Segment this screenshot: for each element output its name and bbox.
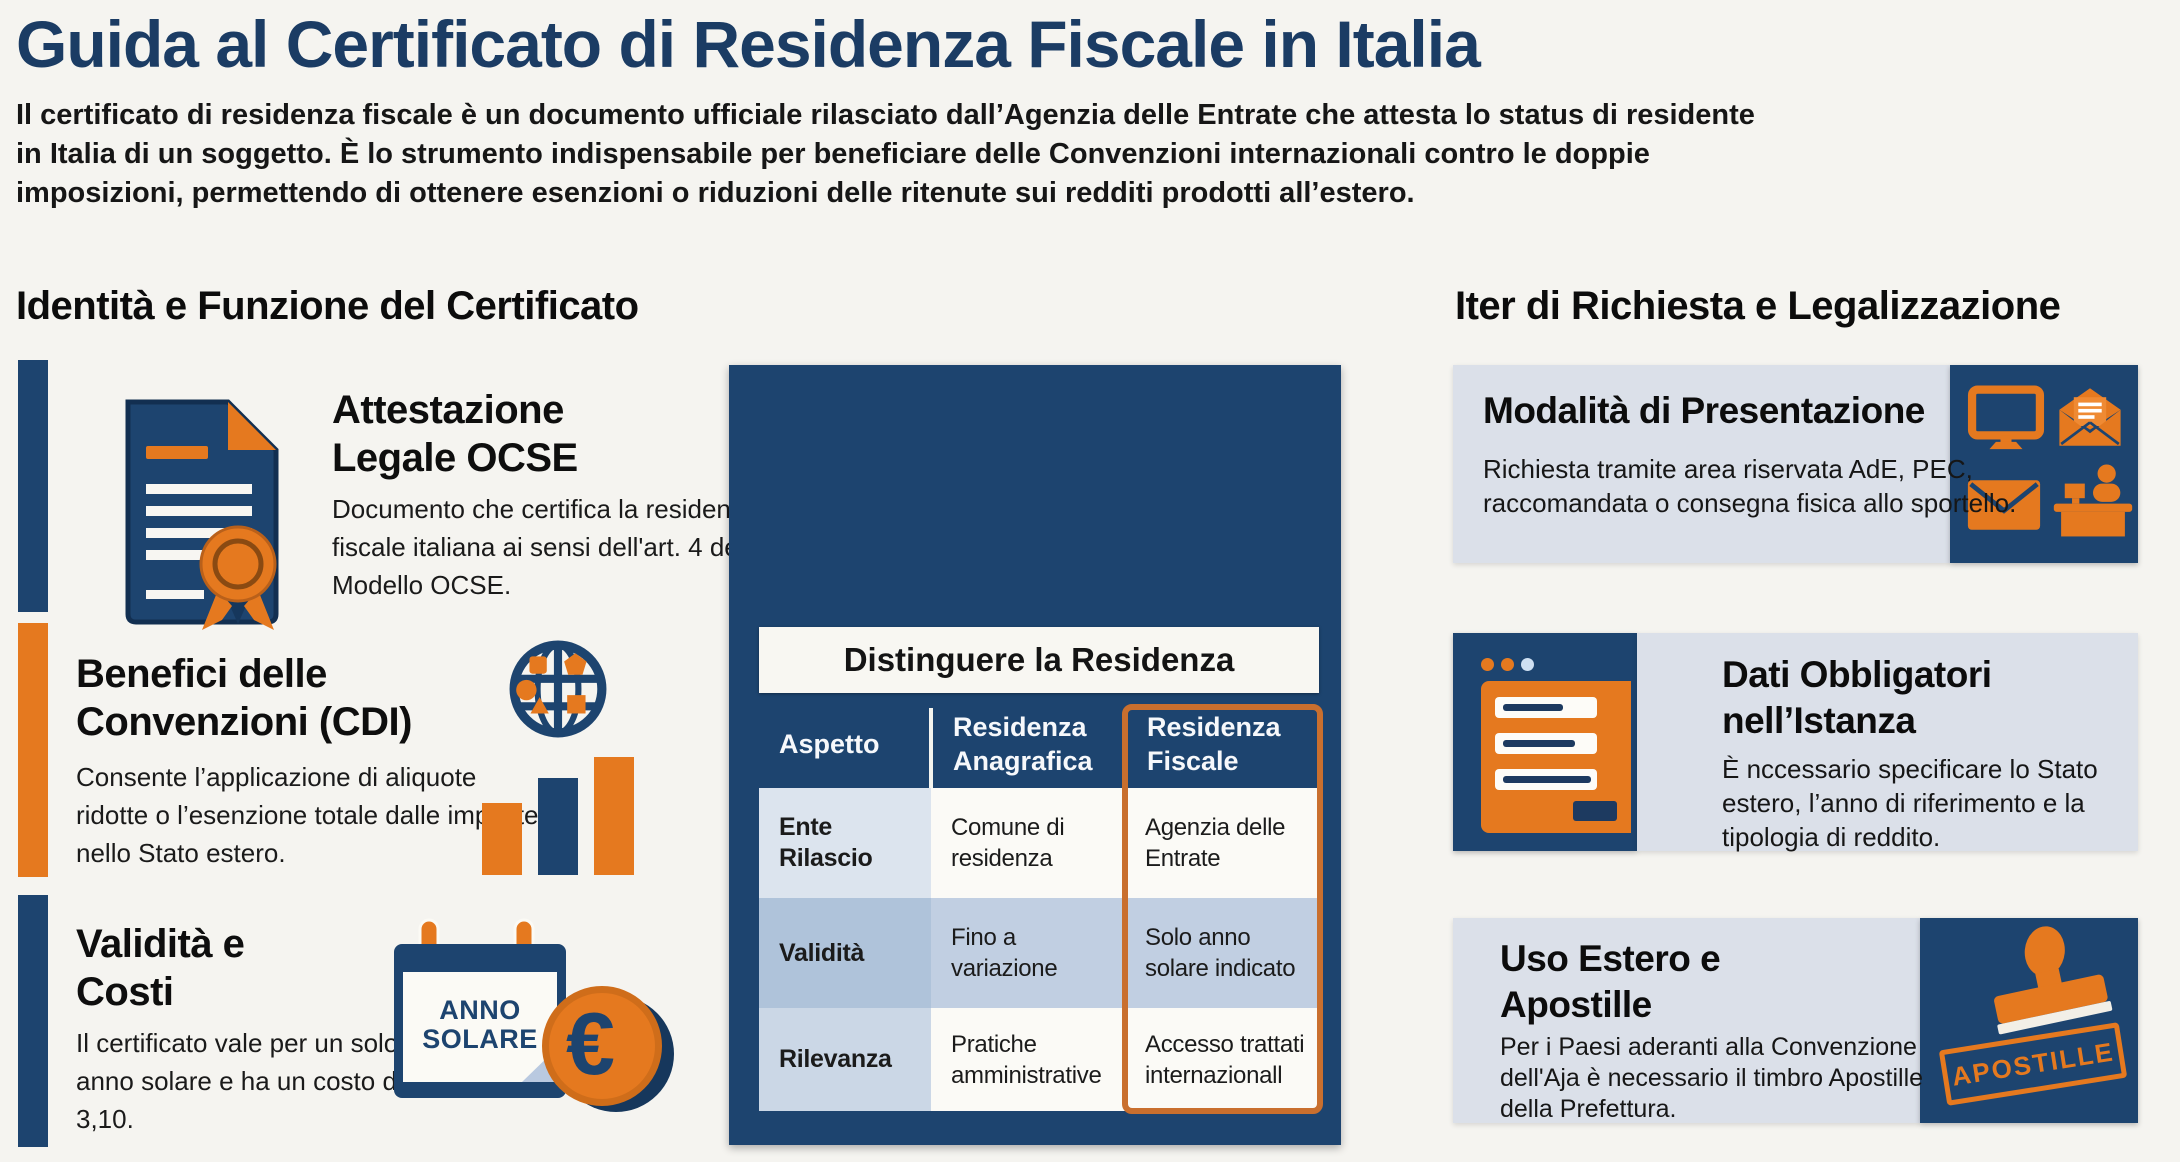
bar-chart-bar — [538, 778, 578, 875]
table-cell-aspetto: Ente Rilascio — [759, 788, 931, 898]
item-body: Documento che certifica la residenza fis… — [332, 494, 759, 600]
table-cell-aspetto: Validità — [759, 898, 931, 1008]
form-window-icon — [1481, 681, 1631, 833]
table-cell: Solo anno solare indicato — [1125, 898, 1319, 1008]
intro-paragraph: Il certificato di residenza fiscale è un… — [16, 99, 1755, 209]
bar-chart-bar — [482, 803, 522, 875]
comparison-title: Distinguere la Residenza — [759, 627, 1319, 693]
accent-bar — [18, 623, 48, 877]
item-title: Validità e Costi — [76, 922, 245, 1014]
euro-coin-icon — [542, 986, 662, 1106]
euro-symbol: € — [566, 994, 615, 1093]
right-section-heading: Iter di Richiesta e Legalizzazione — [1455, 284, 2061, 328]
form-button — [1573, 801, 1617, 821]
accent-bar — [18, 895, 48, 1147]
card-body: Per i Paesi aderanti alla Convenzione de… — [1500, 1033, 1924, 1123]
rubber-stamp-icon — [1994, 926, 2113, 1035]
item-body: Il certificato vale per un solo anno sol… — [76, 1028, 425, 1134]
certificate-document-icon — [125, 399, 279, 630]
window-dots — [1481, 658, 1541, 676]
card-title: Uso Estero e Apostille — [1500, 938, 1721, 1025]
table-cell-aspetto: Rilevanza — [759, 1008, 931, 1111]
left-section-heading: Identità e Funzione del Certificato — [16, 284, 639, 328]
card-modalita-icon-box — [1950, 365, 2138, 563]
column-header-anagrafica: Residenza Anagrafica — [953, 712, 1093, 776]
table-cell: Agenzia delle Entrate — [1125, 788, 1319, 898]
card-modalita — [1453, 365, 1950, 563]
card-body: È nccessario specificare lo Stato estero… — [1722, 754, 2098, 852]
bar-chart-bar — [594, 757, 634, 875]
item-body: Consente l’applicazione di aliquote rido… — [76, 762, 539, 868]
accent-bar — [18, 360, 48, 612]
column-header-fiscale: Residenza Fiscale — [1147, 712, 1281, 776]
mail-closed-icon — [1967, 480, 2041, 530]
item-title: Benefici delle Convenzioni (CDI) — [76, 652, 412, 744]
calendar-label: ANNO SOLARE — [422, 995, 538, 1054]
card-dati-icon-box — [1453, 633, 1637, 851]
card-title: Modalità di Presentazione — [1483, 390, 1925, 431]
card-title: Dati Obbligatori nell’Istanza — [1722, 654, 1992, 741]
table-cell: Comune di residenza — [931, 788, 1125, 898]
card-body: Richiesta tramite area riservata AdE, PE… — [1483, 454, 2017, 518]
table-cell: Accesso trattati internazionall — [1125, 1008, 1319, 1111]
monitor-icon — [1967, 385, 2045, 450]
table-cell: Fino a variazione — [931, 898, 1125, 1008]
apostille-stamp-label: APOSTILLE — [1938, 1022, 2128, 1106]
card-apostille-icon-box: APOSTILLE — [1920, 918, 2138, 1123]
page-title: Guida al Certificato di Residenza Fiscal… — [16, 7, 1481, 81]
card-dati — [1637, 633, 2138, 851]
globe-network-icon — [509, 640, 607, 738]
card-apostille — [1453, 918, 1920, 1123]
item-title: Attestazione Legale OCSE — [332, 388, 578, 480]
column-header-aspetto: Aspetto — [779, 729, 880, 759]
mail-open-icon — [2059, 388, 2121, 446]
column-divider — [929, 708, 933, 788]
service-desk-icon — [2053, 464, 2133, 537]
highlight-frame — [1122, 704, 1323, 1114]
table-cell: Pratiche amministrative — [931, 1008, 1125, 1111]
